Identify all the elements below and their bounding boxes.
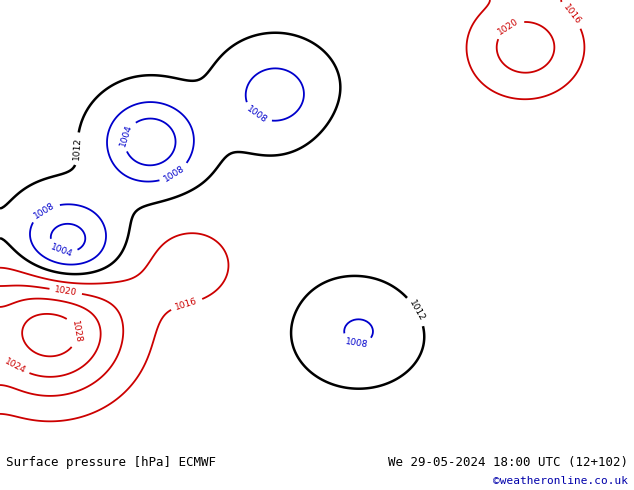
Text: We 29-05-2024 18:00 UTC (12+102): We 29-05-2024 18:00 UTC (12+102) <box>387 456 628 468</box>
Text: 1008: 1008 <box>245 105 269 125</box>
Text: 1008: 1008 <box>162 164 187 184</box>
Text: 1012: 1012 <box>72 137 82 161</box>
Text: 1020: 1020 <box>496 17 521 37</box>
Text: 1028: 1028 <box>70 319 83 344</box>
Text: 1012: 1012 <box>407 299 427 323</box>
Text: 1004: 1004 <box>118 123 134 147</box>
Text: 1008: 1008 <box>344 337 368 349</box>
Text: Surface pressure [hPa] ECMWF: Surface pressure [hPa] ECMWF <box>6 456 216 468</box>
Text: 1008: 1008 <box>32 201 56 220</box>
Text: 1016: 1016 <box>561 3 582 27</box>
Text: 1024: 1024 <box>3 356 27 375</box>
Text: 1004: 1004 <box>49 242 74 259</box>
Text: 1020: 1020 <box>54 285 78 297</box>
Text: ©weatheronline.co.uk: ©weatheronline.co.uk <box>493 476 628 487</box>
Text: 1016: 1016 <box>174 296 199 312</box>
